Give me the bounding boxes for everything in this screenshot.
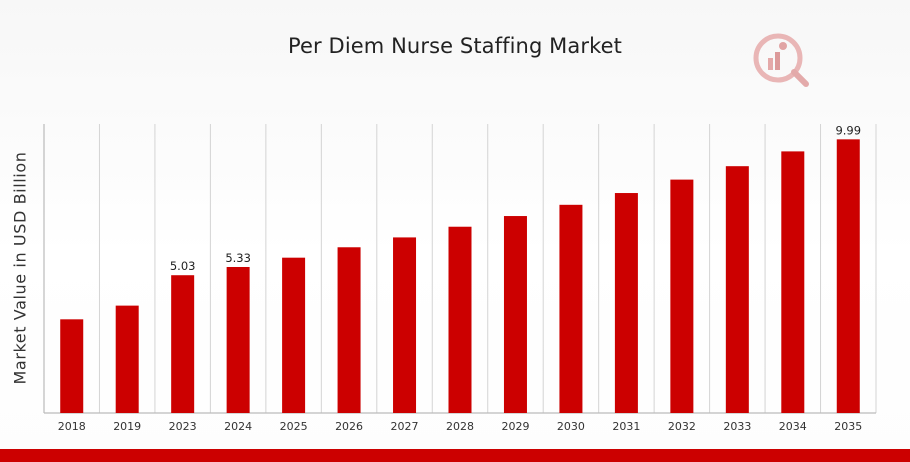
chart-title: Per Diem Nurse Staffing Market [288,34,622,58]
bar-2035 [836,139,860,414]
bar-2026 [337,247,361,413]
x-tick-label-2032: 2032 [668,420,696,433]
bar-2034 [781,151,805,413]
x-tick-label-2019: 2019 [113,420,141,433]
x-tick-label-2031: 2031 [612,420,640,433]
bar-2033 [725,166,749,413]
x-tick-label-2027: 2027 [391,420,419,433]
bar-2019 [115,305,139,413]
bar-2032 [670,179,694,413]
x-tick-label-2026: 2026 [335,420,363,433]
data-label-2024: 5.33 [225,251,251,265]
x-tick-label-2023: 2023 [169,420,197,433]
bar-2029 [503,216,527,413]
data-label-2023: 5.03 [170,259,196,273]
bar-2028 [448,226,472,413]
brand-logo-icon [753,33,809,87]
bar-2023 [171,275,195,413]
x-tick-label-2018: 2018 [58,420,86,433]
x-tick-label-2030: 2030 [557,420,585,433]
x-tick-label-2033: 2033 [723,420,751,433]
x-tick-label-2025: 2025 [280,420,308,433]
x-tick-label-2034: 2034 [779,420,807,433]
x-tick-label-2035: 2035 [834,420,862,433]
x-tick-label-2028: 2028 [446,420,474,433]
x-tick-label-2024: 2024 [224,420,252,433]
x-tick-label-2029: 2029 [501,420,529,433]
bar-2031 [614,193,638,413]
bottom-accent-bar [0,449,910,462]
bar-2024 [226,266,250,413]
bar-2025 [282,257,306,413]
data-label-2035: 9.99 [835,123,861,137]
bar-2018 [60,319,84,413]
bar-2027 [393,237,417,413]
bar-2030 [559,204,583,413]
